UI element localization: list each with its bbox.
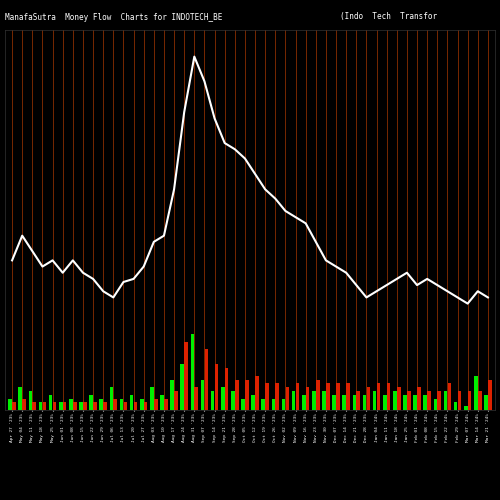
Bar xyxy=(282,398,286,410)
Bar xyxy=(221,387,224,410)
Bar xyxy=(356,391,360,410)
Bar xyxy=(154,398,158,410)
Bar xyxy=(83,402,86,410)
Text: ManafaSutra  Money Flow  Charts for INDOTECH_BE: ManafaSutra Money Flow Charts for INDOTE… xyxy=(5,12,222,22)
Bar xyxy=(434,398,437,410)
Bar xyxy=(73,402,76,410)
Bar xyxy=(124,402,127,410)
Bar xyxy=(424,395,427,410)
Bar xyxy=(120,398,124,410)
Bar xyxy=(38,402,42,410)
Bar xyxy=(403,395,407,410)
Bar xyxy=(428,391,431,410)
Bar xyxy=(63,402,66,410)
Bar xyxy=(100,398,103,410)
Bar xyxy=(231,391,234,410)
Bar xyxy=(214,364,218,410)
Bar xyxy=(262,398,265,410)
Bar xyxy=(464,406,468,410)
Bar xyxy=(407,391,410,410)
Bar xyxy=(484,395,488,410)
Bar xyxy=(160,395,164,410)
Bar xyxy=(194,387,198,410)
Bar xyxy=(376,384,380,410)
Bar xyxy=(458,391,462,410)
Bar xyxy=(448,384,451,410)
Bar xyxy=(235,380,238,410)
Bar xyxy=(397,387,400,410)
Bar xyxy=(292,391,296,410)
Bar xyxy=(286,387,289,410)
Bar xyxy=(444,391,448,410)
Bar xyxy=(322,391,326,410)
Bar xyxy=(184,342,188,410)
Bar xyxy=(387,384,390,410)
Bar xyxy=(104,402,107,410)
Bar xyxy=(140,398,143,410)
Bar xyxy=(241,398,245,410)
Bar xyxy=(164,398,168,410)
Bar xyxy=(225,368,228,410)
Bar xyxy=(211,391,214,410)
Bar xyxy=(69,398,72,410)
Bar xyxy=(130,395,134,410)
Bar xyxy=(272,398,275,410)
Bar xyxy=(22,398,26,410)
Bar xyxy=(302,395,306,410)
Bar xyxy=(332,395,336,410)
Bar xyxy=(79,402,83,410)
Bar xyxy=(474,376,478,410)
Bar xyxy=(296,384,300,410)
Bar xyxy=(478,391,482,410)
Bar xyxy=(393,391,396,410)
Bar xyxy=(438,391,441,410)
Bar xyxy=(346,384,350,410)
Bar xyxy=(383,395,386,410)
Bar xyxy=(90,395,93,410)
Bar xyxy=(336,384,340,410)
Bar xyxy=(93,402,97,410)
Bar xyxy=(59,402,62,410)
Bar xyxy=(255,376,259,410)
Bar xyxy=(488,380,492,410)
Bar xyxy=(326,384,330,410)
Bar xyxy=(114,398,117,410)
Bar xyxy=(373,391,376,410)
Bar xyxy=(110,387,113,410)
Bar xyxy=(200,380,204,410)
Bar xyxy=(306,387,310,410)
Bar xyxy=(18,387,22,410)
Bar xyxy=(190,334,194,410)
Bar xyxy=(266,384,269,410)
Bar xyxy=(28,391,32,410)
Bar xyxy=(352,395,356,410)
Bar xyxy=(12,402,16,410)
Bar xyxy=(180,364,184,410)
Bar xyxy=(468,391,471,410)
Bar xyxy=(52,402,56,410)
Bar xyxy=(204,349,208,410)
Bar xyxy=(8,398,12,410)
Bar xyxy=(362,395,366,410)
Bar xyxy=(316,380,320,410)
Bar xyxy=(42,402,46,410)
Text: (Indo  Tech  Transfor: (Indo Tech Transfor xyxy=(340,12,437,22)
Bar xyxy=(342,395,346,410)
Bar xyxy=(150,387,154,410)
Bar xyxy=(417,387,421,410)
Bar xyxy=(312,391,316,410)
Bar xyxy=(144,402,148,410)
Bar xyxy=(366,387,370,410)
Bar xyxy=(245,380,248,410)
Bar xyxy=(134,402,138,410)
Bar xyxy=(32,402,36,410)
Bar xyxy=(276,384,279,410)
Bar xyxy=(454,402,458,410)
Bar xyxy=(170,380,174,410)
Bar xyxy=(49,395,52,410)
Bar xyxy=(174,391,178,410)
Bar xyxy=(414,395,417,410)
Bar xyxy=(252,395,255,410)
